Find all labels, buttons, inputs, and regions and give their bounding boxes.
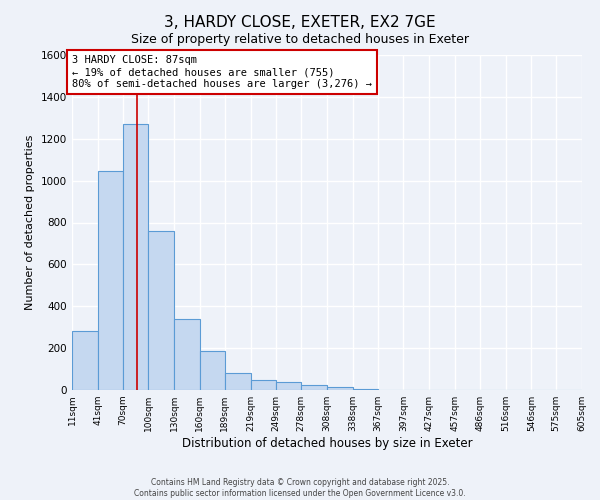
Bar: [301, 385, 327, 390]
Bar: [148, 231, 174, 390]
Bar: [225, 373, 251, 390]
X-axis label: Distribution of detached houses by size in Exeter: Distribution of detached houses by size …: [182, 437, 472, 450]
Text: Size of property relative to detached houses in Exeter: Size of property relative to detached ho…: [131, 32, 469, 46]
Bar: [277, 382, 301, 390]
Bar: [174, 319, 200, 390]
Bar: [353, 389, 377, 390]
Y-axis label: Number of detached properties: Number of detached properties: [25, 135, 35, 310]
Bar: [251, 380, 277, 390]
Bar: [72, 332, 98, 390]
Text: Contains HM Land Registry data © Crown copyright and database right 2025.
Contai: Contains HM Land Registry data © Crown c…: [134, 478, 466, 498]
Text: 3, HARDY CLOSE, EXETER, EX2 7GE: 3, HARDY CLOSE, EXETER, EX2 7GE: [164, 15, 436, 30]
Bar: [327, 388, 353, 390]
Bar: [122, 124, 148, 390]
Bar: [200, 352, 225, 390]
Text: 3 HARDY CLOSE: 87sqm
← 19% of detached houses are smaller (755)
80% of semi-deta: 3 HARDY CLOSE: 87sqm ← 19% of detached h…: [72, 56, 372, 88]
Bar: [98, 171, 122, 390]
